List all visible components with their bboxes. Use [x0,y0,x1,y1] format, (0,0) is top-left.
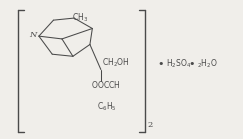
Text: $\mathregular{C_{6}H_{5}}$: $\mathregular{C_{6}H_{5}}$ [97,100,117,113]
Text: $\mathregular{_{2}H_{2}O}$: $\mathregular{_{2}H_{2}O}$ [197,58,218,70]
Text: $\mathregular{H_{2}SO_{4}}$: $\mathregular{H_{2}SO_{4}}$ [166,58,192,70]
Text: $\mathregular{CH_{3}}$: $\mathregular{CH_{3}}$ [72,11,88,24]
Text: $\mathregular{CH_{2}OH}$: $\mathregular{CH_{2}OH}$ [102,57,130,70]
Text: 2: 2 [148,121,153,129]
Text: $\mathregular{OOCCH}$: $\mathregular{OOCCH}$ [91,79,121,90]
Text: N: N [29,31,36,39]
Text: •: • [157,59,164,69]
Text: •: • [189,59,195,69]
